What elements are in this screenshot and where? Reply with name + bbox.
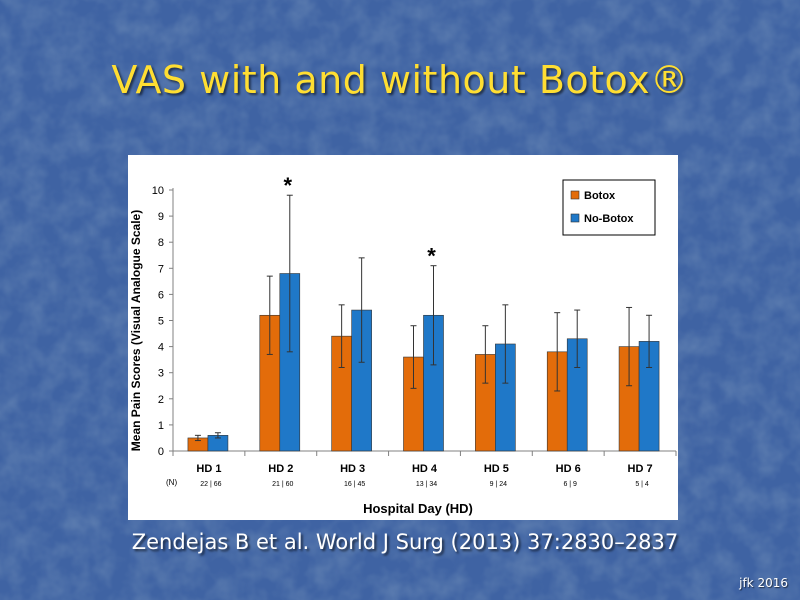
x-tick-label: HD 1 <box>196 463 221 475</box>
footer-credit: jfk 2016 <box>739 576 788 590</box>
y-axis-title: Mean Pain Scores (Visual Analogue Scale) <box>129 210 143 451</box>
y-tick-label: 5 <box>158 316 164 328</box>
legend-swatch <box>570 190 580 200</box>
y-tick-label: 1 <box>158 420 164 432</box>
significance-asterisk: * <box>284 173 293 198</box>
y-tick-label: 6 <box>158 289 164 301</box>
citation: Zendejas B et al. World J Surg (2013) 37… <box>131 530 679 554</box>
n-label: (N) <box>166 478 177 487</box>
x-tick-label: HD 3 <box>340 463 365 475</box>
legend-swatch <box>570 213 580 223</box>
x-tick-label: HD 6 <box>556 463 581 475</box>
y-tick-label: 2 <box>158 394 164 406</box>
bar-chart: 0 1 2 3 4 5 6 7 8 9 10 Mean Pain Scores (Visual Ana… <box>129 173 677 516</box>
n-value: 21 | 60 <box>272 481 293 488</box>
x-tick-label: HD 2 <box>268 463 293 475</box>
legend-label: Botox <box>584 190 616 202</box>
n-value: 13 | 34 <box>416 481 437 488</box>
n-value: 9 | 24 <box>490 481 507 488</box>
bars <box>187 194 660 452</box>
legend-label: No-Botox <box>584 213 634 225</box>
n-value: 16 | 45 <box>344 481 365 488</box>
y-tick-label: 3 <box>158 368 164 380</box>
n-value: 5 | 4 <box>635 481 649 488</box>
labels: 0 1 2 3 4 5 6 7 8 9 10 Mean Pain Scores (Visual Ana… <box>129 173 653 516</box>
y-tick-label: 10 <box>152 185 164 197</box>
y-tick-label: 9 <box>158 211 164 223</box>
n-value: 6 | 9 <box>563 481 577 488</box>
slide-title: VAS with and without Botox® <box>111 58 689 102</box>
legend-box <box>562 179 656 236</box>
x-axis-title: Hospital Day (HD) <box>363 501 473 516</box>
n-value: 22 | 66 <box>200 481 221 488</box>
y-tick-label: 4 <box>158 342 164 354</box>
x-tick-label: HD 5 <box>484 463 509 475</box>
y-tick-label: 7 <box>158 263 164 275</box>
y-tick-label: 0 <box>158 446 164 458</box>
y-tick-label: 8 <box>158 237 164 249</box>
x-tick-label: HD 4 <box>412 463 438 475</box>
significance-asterisk: * <box>427 244 436 269</box>
chart-panel: 0 1 2 3 4 5 6 7 8 9 10 Mean Pain Scores (Visual Ana… <box>128 155 678 520</box>
x-tick-label: HD 7 <box>628 463 653 475</box>
legend: Botox No-Botox <box>562 179 656 236</box>
